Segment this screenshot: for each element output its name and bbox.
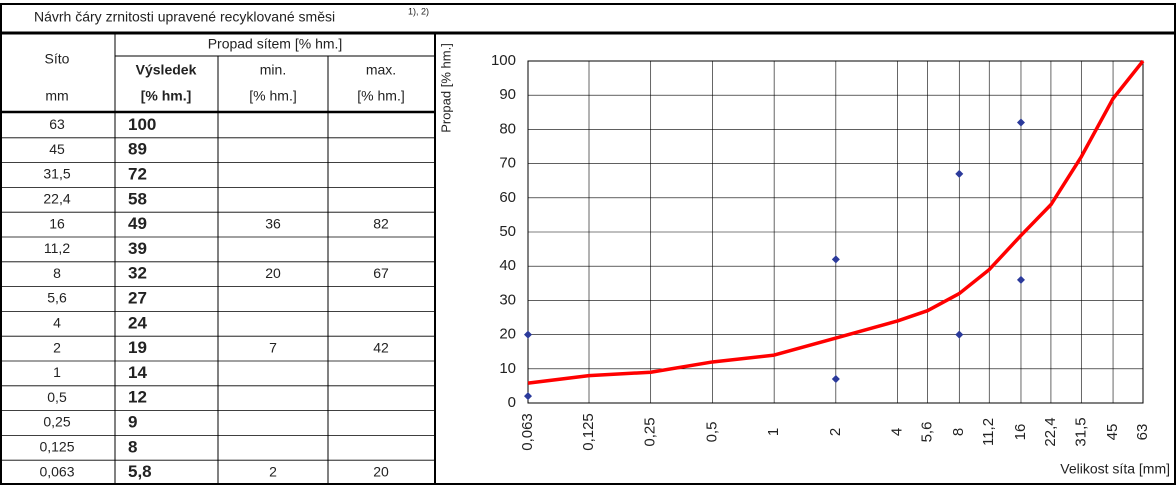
table-cell: 49 [128, 214, 147, 233]
unit-cell: [% hm.] [141, 88, 192, 104]
x-tick-label: 16 [1012, 424, 1029, 441]
x-tick-label: 1 [765, 428, 782, 436]
table-cell: 100 [128, 115, 156, 134]
x-tick-label: 22,4 [1042, 417, 1059, 446]
table-cell: 72 [128, 164, 147, 183]
unit-cell: [% hm.] [357, 88, 404, 104]
table-cell: 0,063 [39, 463, 74, 479]
x-tick-label: 31,5 [1072, 417, 1089, 446]
y-tick-label: 90 [499, 86, 516, 103]
table-cell: 12 [128, 388, 147, 407]
y-tick-label: 0 [508, 394, 516, 411]
y-tick-label: 70 [499, 155, 516, 172]
table-cell: 89 [128, 140, 147, 159]
x-tick-label: 5,6 [918, 422, 935, 443]
x-tick-label: 0,063 [519, 413, 536, 451]
y-tick-label: 60 [499, 189, 516, 206]
title-note: 1), 2) [408, 6, 429, 16]
title: Návrh čáry zrnitosti upravené recyklovan… [34, 9, 335, 25]
table-cell: 2 [269, 463, 277, 479]
header-cell: max. [366, 62, 396, 78]
limit-point [1016, 275, 1025, 284]
header-cell: Síto [45, 51, 70, 67]
table-cell: 63 [49, 116, 65, 132]
x-tick-label: 4 [889, 428, 906, 436]
y-tick-label: 10 [499, 360, 516, 377]
x-tick-label: 0,125 [580, 413, 597, 451]
unit-cell: [% hm.] [249, 88, 296, 104]
table-cell: 45 [49, 141, 65, 157]
table-cell: 5,6 [47, 290, 67, 306]
table-cell: 16 [49, 215, 65, 231]
x-tick-label: 0,5 [703, 422, 720, 443]
table-cell: 42 [373, 339, 389, 355]
table-cell: 31,5 [43, 166, 70, 182]
table-cell: 1 [53, 364, 61, 380]
table-cell: 82 [373, 215, 389, 231]
table-cell: 27 [128, 288, 147, 307]
table-cell: 8 [53, 265, 61, 281]
header-cell: min. [260, 62, 286, 78]
limit-point [955, 330, 964, 339]
table-cell: 20 [265, 265, 281, 281]
table-cell: 9 [128, 412, 137, 431]
limit-point [831, 255, 840, 264]
table-cell: 19 [128, 338, 147, 357]
y-tick-label: 20 [499, 326, 516, 343]
limit-point [831, 375, 840, 384]
x-tick-label: 2 [827, 428, 844, 436]
x-axis-label: Velikost síta [mm] [1060, 461, 1170, 477]
limit-point [524, 392, 532, 401]
table-cell: 20 [373, 463, 389, 479]
table-cell: 0,5 [47, 389, 67, 405]
y-tick-label: 40 [499, 257, 516, 274]
y-tick-label: 30 [499, 291, 516, 308]
table-cell: 4 [53, 315, 61, 331]
table-cell: 14 [128, 363, 147, 382]
x-tick-label: 11,2 [980, 418, 997, 446]
table-cell: 11,2 [44, 240, 70, 256]
table-cell: 5,8 [128, 462, 152, 481]
table-cell: 36 [265, 215, 281, 231]
y-axis-label: Propad [% hm.] [438, 43, 453, 133]
unit-cell: mm [45, 88, 68, 104]
x-tick-label: 8 [950, 428, 967, 436]
table-cell: 2 [53, 339, 61, 355]
result-line [527, 59, 1145, 385]
x-tick-label: 0,25 [642, 417, 659, 446]
table-cell: 58 [128, 189, 147, 208]
y-tick-label: 80 [499, 120, 516, 137]
x-tick-label: 63 [1134, 424, 1151, 441]
header-cell: Výsledek [136, 62, 197, 78]
table-cell: 67 [373, 265, 389, 281]
table-cell: 24 [128, 313, 147, 332]
table-cell: 32 [128, 264, 147, 283]
table-cell: 39 [128, 239, 147, 258]
header-cell: Propad sítem [% hm.] [208, 36, 343, 52]
table-cell: 7 [269, 339, 277, 355]
y-tick-label: 50 [499, 223, 516, 240]
x-tick-label: 45 [1104, 424, 1121, 441]
table-cell: 8 [128, 437, 137, 456]
table-cell: 22,4 [43, 191, 70, 207]
table-cell: 0,25 [43, 414, 70, 430]
y-tick-label: 100 [491, 52, 516, 69]
limit-point [1016, 118, 1025, 127]
limit-point [955, 169, 964, 178]
table-cell: 0,125 [39, 439, 74, 455]
limit-point [524, 330, 532, 339]
